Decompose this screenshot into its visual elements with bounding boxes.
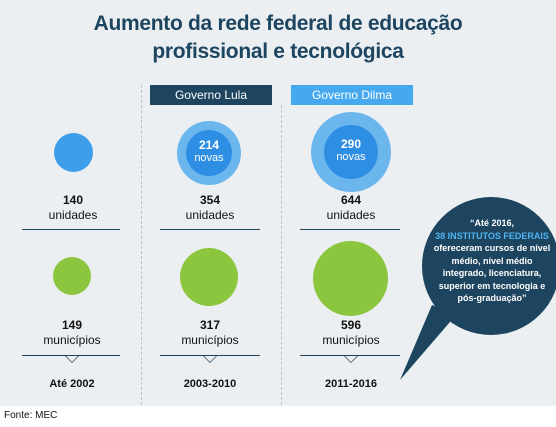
governo-lula-label: Governo Lula	[150, 85, 272, 105]
period-label: 2003-2010	[183, 378, 237, 390]
quote-body: ofereceram cursos de nível médio, nível …	[433, 243, 551, 303]
municipalities-label: municípios	[181, 333, 239, 347]
column-divider	[281, 105, 282, 405]
municipalities-label: municípios	[322, 333, 380, 347]
new-units-circle: 214 novas	[186, 130, 232, 176]
quote-bubble	[422, 197, 556, 335]
units-label: unidades	[48, 208, 98, 222]
divider-line	[300, 229, 400, 230]
new-units-label: novas	[194, 152, 224, 164]
period-label: 2011-2016	[325, 378, 377, 390]
units-value: 140	[62, 193, 84, 207]
period-label: Até 2002	[49, 378, 95, 390]
governo-dilma-label: Governo Dilma	[291, 85, 413, 105]
quote-text: “Até 2016, 38 INSTITUTOS FEDERAIS oferec…	[432, 217, 552, 305]
municipalities-label: municípios	[43, 333, 101, 347]
new-units-circle: 290 novas	[324, 125, 378, 179]
divider-line	[22, 355, 120, 356]
quote-highlight: 38 INSTITUTOS FEDERAIS	[435, 230, 549, 241]
municipalities-value: 596	[340, 318, 362, 332]
municipalities-value: 149	[61, 318, 83, 332]
divider-line	[160, 229, 260, 230]
units-label: unidades	[326, 208, 376, 222]
municipalities-circle	[53, 257, 91, 295]
new-units-value: 214	[198, 138, 220, 152]
municipalities-circle	[313, 241, 388, 316]
title-line-2: profissional e tecnológica	[152, 40, 404, 63]
infographic-panel: Aumento da rede federal de educação prof…	[0, 0, 556, 406]
units-circle	[54, 133, 93, 172]
new-units-value: 290	[340, 137, 362, 151]
column-divider	[141, 85, 142, 405]
units-value: 644	[340, 193, 362, 207]
quote-intro: “Até 2016,	[469, 218, 515, 228]
divider-line	[160, 355, 260, 356]
source-note: Fonte: MEC	[4, 410, 58, 421]
units-label: unidades	[185, 208, 235, 222]
municipalities-circle	[180, 248, 238, 306]
municipalities-value: 317	[199, 318, 221, 332]
units-value: 354	[199, 193, 221, 207]
speech-bubble-tail	[400, 305, 456, 380]
title-line-1: Aumento da rede federal de educação	[93, 12, 463, 35]
divider-line	[22, 229, 120, 230]
new-units-label: novas	[336, 151, 366, 163]
infographic-title: Aumento da rede federal de educação prof…	[0, 10, 556, 66]
divider-line	[300, 355, 400, 356]
